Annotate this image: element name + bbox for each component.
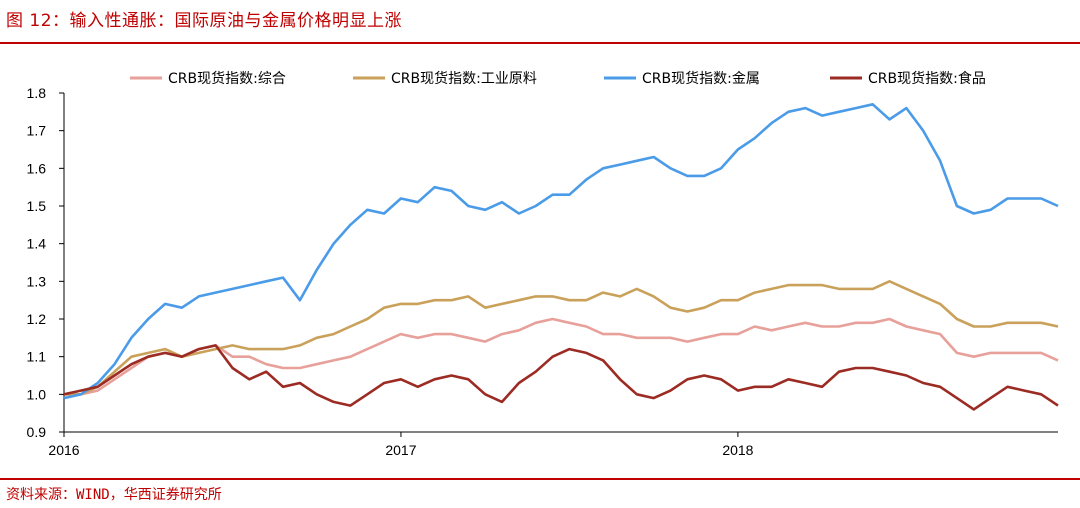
title-divider	[0, 42, 1080, 44]
y-tick-label: 1.1	[27, 349, 47, 365]
series-line-3	[63, 344, 1059, 411]
legend-label: CRB现货指数:工业原料	[391, 70, 537, 87]
series-line-2	[63, 102, 1059, 400]
y-tick-label: 1.4	[27, 236, 47, 252]
chart-legend: CRB现货指数:综合 CRB现货指数:工业原料 CRB现货指数:金属 CRB现货指数:…	[130, 70, 986, 87]
chart-series	[63, 102, 1059, 411]
y-tick-label: 1.8	[27, 85, 47, 101]
footer-divider	[0, 478, 1080, 480]
y-tick-label: 1.6	[27, 160, 47, 176]
y-tick-label: 1.3	[27, 273, 47, 289]
x-tick-label: 2018	[722, 442, 753, 458]
legend-label: CRB现货指数:食品	[868, 70, 986, 87]
x-tick-label: 2017	[385, 442, 416, 458]
line-chart: CRB现货指数:综合 CRB现货指数:工业原料 CRB现货指数:金属 CRB现货指数:…	[27, 70, 1059, 458]
legend-label: CRB现货指数:金属	[642, 70, 760, 87]
source-note: 资料来源：WIND，华西证券研究所	[6, 487, 222, 503]
figure-title: 图 12：输入性通胀：国际原油与金属价格明显上涨	[6, 11, 403, 31]
x-tick-label: 2016	[48, 442, 79, 458]
y-tick-label: 0.9	[27, 424, 47, 440]
series-line-0	[64, 317, 1059, 396]
y-tick-label: 1.0	[27, 386, 47, 402]
series-line-1	[64, 280, 1059, 396]
legend-label: CRB现货指数:综合	[168, 70, 286, 87]
y-tick-label: 1.2	[27, 311, 47, 327]
y-tick-label: 1.7	[27, 123, 47, 139]
y-tick-label: 1.5	[27, 198, 47, 214]
